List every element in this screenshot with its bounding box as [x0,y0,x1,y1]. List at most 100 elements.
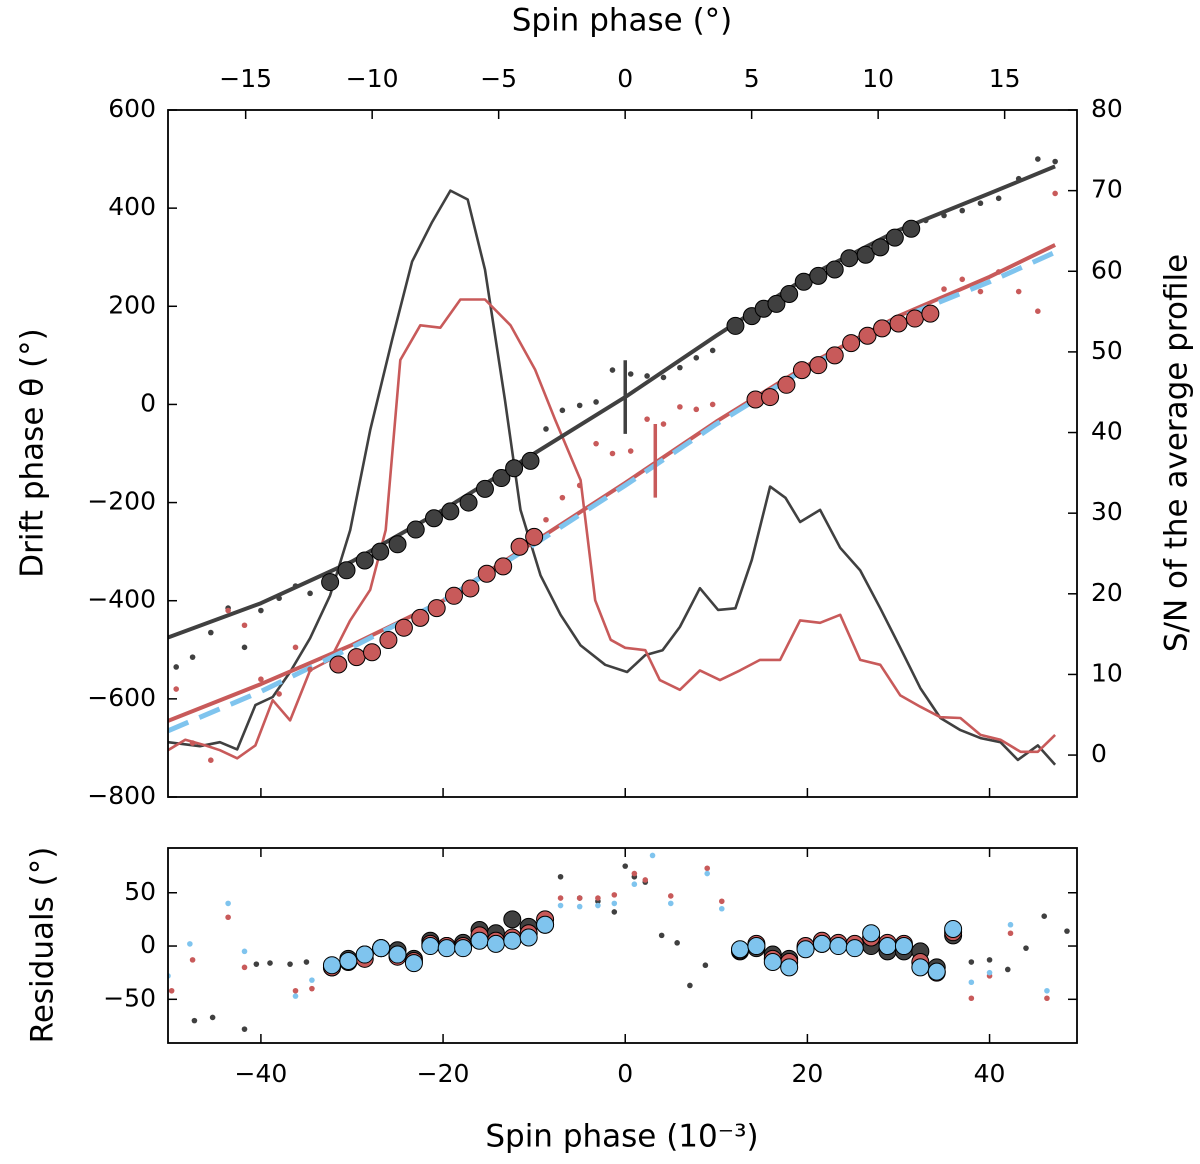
x-tick-label: 0 [617,1059,633,1088]
small-point [209,1014,216,1021]
data-point [372,939,391,958]
data-point [444,586,463,605]
data-point [329,655,348,674]
small-point [709,347,716,354]
y2-tick-label: 60 [1091,255,1123,284]
data-point [902,219,921,238]
data-point [454,939,473,958]
profile-line [168,298,1057,760]
y-tick-label: 600 [108,94,156,123]
small-point [642,877,649,883]
small-point [595,895,601,901]
x2-tick-label: 5 [744,64,760,93]
data-point [510,537,529,556]
y-tick-label: 50 [124,877,156,906]
data-point [927,962,946,981]
small-point [241,948,248,955]
data-point [726,316,745,335]
data-point [404,954,423,973]
data-point [486,934,505,953]
small-point [309,977,315,983]
small-point [1004,966,1011,973]
data-point [796,940,815,959]
small-point [968,959,975,965]
y2-tick-label: 30 [1091,497,1123,526]
y2-tick-label: 50 [1091,336,1123,365]
data-point [521,451,540,470]
x2-tick-label: 0 [617,64,633,93]
data-point [780,285,799,304]
small-point [718,905,725,912]
y2-tick-label: 40 [1091,417,1123,446]
x-tick-label: −40 [235,1059,288,1088]
data-point [792,361,811,380]
small-point [677,404,683,410]
data-point [878,937,897,956]
data-point [911,958,930,977]
small-point [241,1026,248,1032]
data-point [406,520,425,539]
data-point [889,314,908,333]
data-point [862,924,881,943]
small-point [258,607,264,614]
small-point [959,207,966,214]
small-point [1007,930,1014,937]
data-point [921,304,940,323]
data-point [388,945,407,964]
small-point [292,987,299,994]
data-point [459,493,478,512]
small-point [1023,945,1029,951]
data-point [905,309,924,328]
small-point [292,644,299,651]
data-point [461,579,480,598]
small-point [704,870,711,877]
small-point [631,870,638,877]
small-point [241,644,248,651]
small-point [986,957,993,963]
small-point [559,407,566,414]
small-point [622,863,629,869]
small-point [1064,928,1070,934]
small-point [557,873,564,880]
small-point [660,374,667,381]
small-point [1041,913,1048,919]
data-point [894,937,913,956]
data-point [355,551,374,570]
data-point [871,238,890,257]
small-point [253,961,260,967]
small-point [543,516,549,523]
small-point [968,995,975,1002]
data-point [379,630,398,649]
x-tick-label: −20 [417,1059,470,1088]
data-point [767,294,786,313]
small-point [241,622,248,629]
small-point [631,881,638,888]
data-point [503,931,522,950]
data-point [747,937,766,956]
data-point [730,940,749,959]
small-point [1052,158,1058,165]
small-point [543,426,549,432]
small-point [693,355,700,361]
plot-area [168,852,1070,1032]
data-point [437,939,456,958]
small-point [208,629,214,636]
small-point [189,957,196,963]
y-tick-label: −400 [87,585,156,614]
y2-tick-label: 20 [1091,578,1123,607]
small-point [557,895,564,901]
y2-tick-label: 80 [1091,94,1123,123]
small-point [292,993,299,999]
frame [167,847,1078,1044]
small-point [923,217,929,224]
small-point [187,941,193,947]
small-point [241,964,248,971]
small-point [303,959,310,965]
small-point [225,914,231,921]
data-point [421,937,440,956]
x-tick-label: 20 [791,1059,823,1088]
data-point [777,375,796,394]
x2-tick-label: 15 [989,64,1021,93]
small-point [1015,175,1022,182]
